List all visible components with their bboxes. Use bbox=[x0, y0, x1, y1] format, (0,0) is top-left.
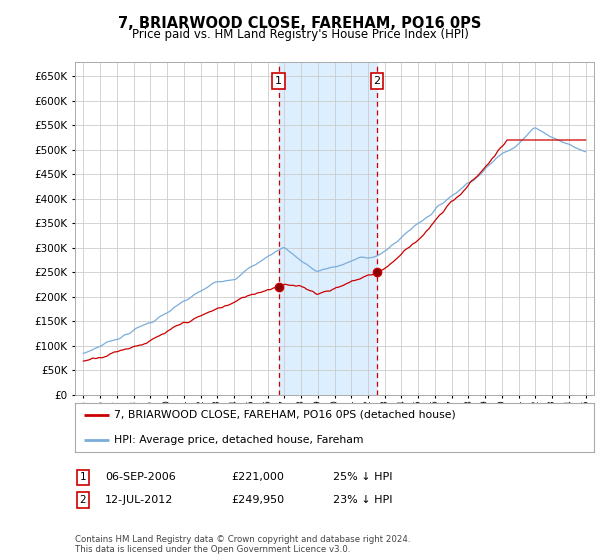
Text: £221,000: £221,000 bbox=[231, 472, 284, 482]
Text: 12-JUL-2012: 12-JUL-2012 bbox=[105, 495, 173, 505]
Text: 25% ↓ HPI: 25% ↓ HPI bbox=[333, 472, 392, 482]
Text: 2: 2 bbox=[79, 495, 86, 505]
Text: 1: 1 bbox=[275, 76, 282, 86]
Text: 7, BRIARWOOD CLOSE, FAREHAM, PO16 0PS: 7, BRIARWOOD CLOSE, FAREHAM, PO16 0PS bbox=[118, 16, 482, 31]
Text: 06-SEP-2006: 06-SEP-2006 bbox=[105, 472, 176, 482]
Text: 2: 2 bbox=[373, 76, 380, 86]
Text: Price paid vs. HM Land Registry's House Price Index (HPI): Price paid vs. HM Land Registry's House … bbox=[131, 28, 469, 41]
Bar bbox=[279, 62, 377, 395]
Text: 7, BRIARWOOD CLOSE, FAREHAM, PO16 0PS (detached house): 7, BRIARWOOD CLOSE, FAREHAM, PO16 0PS (d… bbox=[114, 410, 455, 420]
Text: 1: 1 bbox=[79, 472, 86, 482]
Text: Contains HM Land Registry data © Crown copyright and database right 2024.
This d: Contains HM Land Registry data © Crown c… bbox=[75, 535, 410, 554]
Text: 23% ↓ HPI: 23% ↓ HPI bbox=[333, 495, 392, 505]
Text: £249,950: £249,950 bbox=[231, 495, 284, 505]
Text: HPI: Average price, detached house, Fareham: HPI: Average price, detached house, Fare… bbox=[114, 435, 364, 445]
